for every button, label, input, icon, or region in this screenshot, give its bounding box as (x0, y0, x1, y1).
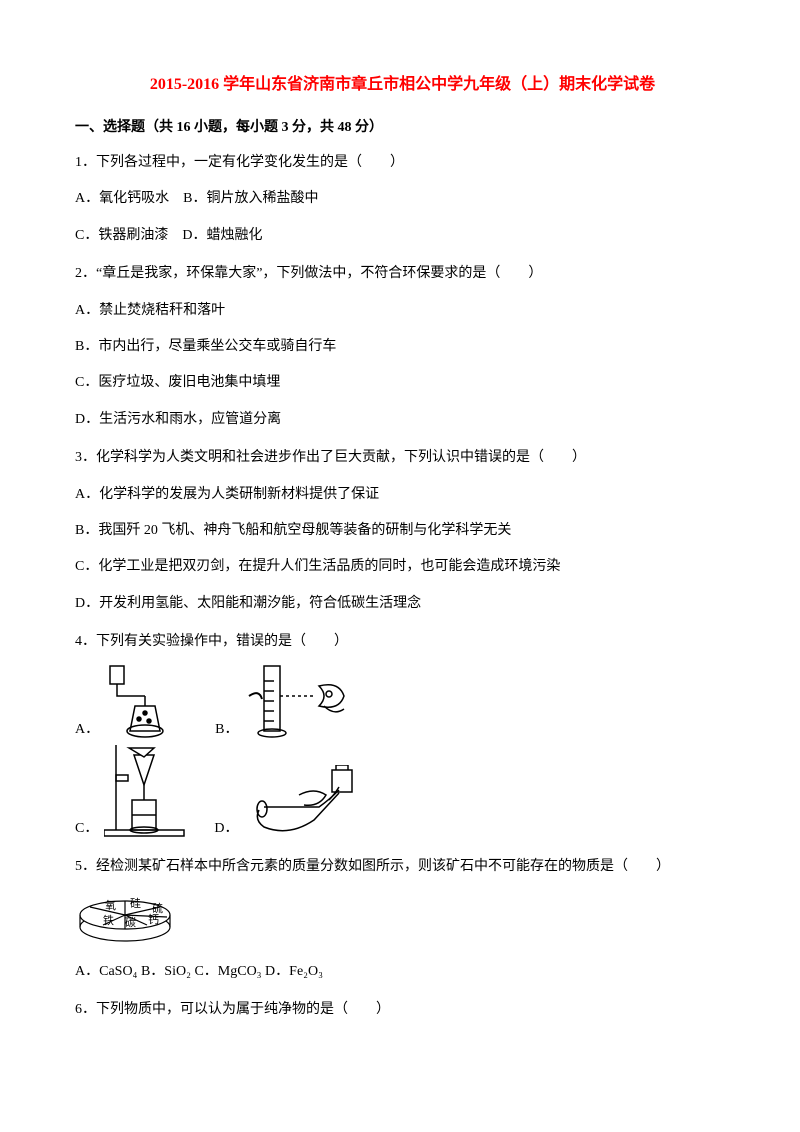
pie-label-2: 硫 (152, 901, 163, 915)
q3-opt-d: D．开发利用氢能、太阳能和潮汐能，符合低碳生活理念 (75, 593, 730, 615)
question-2: 2．“章丘是我家，环保靠大家”，下列做法中，不符合环保要求的是（ ） A．禁止焚… (75, 263, 730, 431)
q1-stem: 1．下列各过程中，一定有化学变化发生的是（ ） (75, 152, 730, 174)
pie-label-4: 碳 (125, 915, 136, 929)
pie-label-3: 钙 (148, 912, 159, 926)
exam-title: 2015-2016 学年山东省济南市章丘市相公中学九年级（上）期末化学试卷 (75, 70, 730, 94)
q2-opt-d: D．生活污水和雨水，应管道分离 (75, 409, 730, 431)
q6-stem: 6．下列物质中，可以认为属于纯净物的是（ ） (75, 999, 730, 1021)
lab-image-d-icon (244, 765, 364, 840)
lab-image-c-icon (104, 745, 194, 840)
q3-opt-a: A．化学科学的发展为人类研制新材料提供了保证 (75, 484, 730, 506)
question-1: 1．下列各过程中，一定有化学变化发生的是（ ） A．氧化钙吸水 B．铜片放入稀盐… (75, 152, 730, 247)
q2-opt-b: B．市内出行，尽量乘坐公交车或骑自行车 (75, 336, 730, 358)
q4-opt-d: D． (214, 818, 238, 840)
question-5: 5．经检测某矿石样本中所含元素的质量分数如图所示，则该矿石中不可能存在的物质是（… (75, 856, 730, 983)
section-header: 一、选择题（共 16 小题，每小题 3 分，共 48 分） (75, 116, 730, 136)
q4-stem: 4．下列有关实验操作中，错误的是（ ） (75, 631, 730, 653)
q1-opt-d: D．蜡烛融化 (182, 228, 262, 243)
pie-label-1: 硅 (130, 897, 141, 910)
q2-stem: 2．“章丘是我家，环保靠大家”，下列做法中，不符合环保要求的是（ ） (75, 263, 730, 285)
q2-opt-c: C．医疗垃圾、废旧电池集中填埋 (75, 372, 730, 394)
pie-label-0: 氧 (105, 898, 116, 912)
question-3: 3．化学科学为人类文明和社会进步作出了巨大贡献，下列认识中错误的是（ ） A．化… (75, 447, 730, 615)
q5-opts: A．CaSO₄ B．SiO₂ C．MgCO₃ D．Fe₂O₃ (75, 961, 730, 983)
q4-opt-a: A． (75, 719, 99, 741)
q2-opt-a: A．禁止焚烧秸秆和落叶 (75, 300, 730, 322)
lab-image-b-icon (244, 661, 364, 741)
pie-label-5: 铁 (103, 914, 114, 927)
lab-image-a-icon (105, 661, 195, 741)
q1-opt-c: C．铁器刷油漆 (75, 228, 168, 243)
q4-opt-c: C． (75, 818, 98, 840)
question-6: 6．下列物质中，可以认为属于纯净物的是（ ） (75, 999, 730, 1021)
q3-opt-c: C．化学工业是把双刃剑，在提升人们生活品质的同时，也可能会造成环境污染 (75, 556, 730, 578)
q3-opt-b: B．我国歼 20 飞机、神舟飞船和航空母舰等装备的研制与化学科学无关 (75, 520, 730, 542)
q1-opt-b: B．铜片放入稀盐酸中 (183, 191, 318, 206)
q1-opt-a: A．氧化钙吸水 (75, 191, 169, 206)
question-4: 4．下列有关实验操作中，错误的是（ ） A． (75, 631, 730, 840)
q3-stem: 3．化学科学为人类文明和社会进步作出了巨大贡献，下列认识中错误的是（ ） (75, 447, 730, 469)
q4-opt-b: B． (215, 719, 238, 741)
q5-stem: 5．经检测某矿石样本中所含元素的质量分数如图所示，则该矿石中不可能存在的物质是（… (75, 856, 730, 878)
pie-chart-icon: 氧 硅 硫 钙 碳 铁 (75, 887, 185, 947)
